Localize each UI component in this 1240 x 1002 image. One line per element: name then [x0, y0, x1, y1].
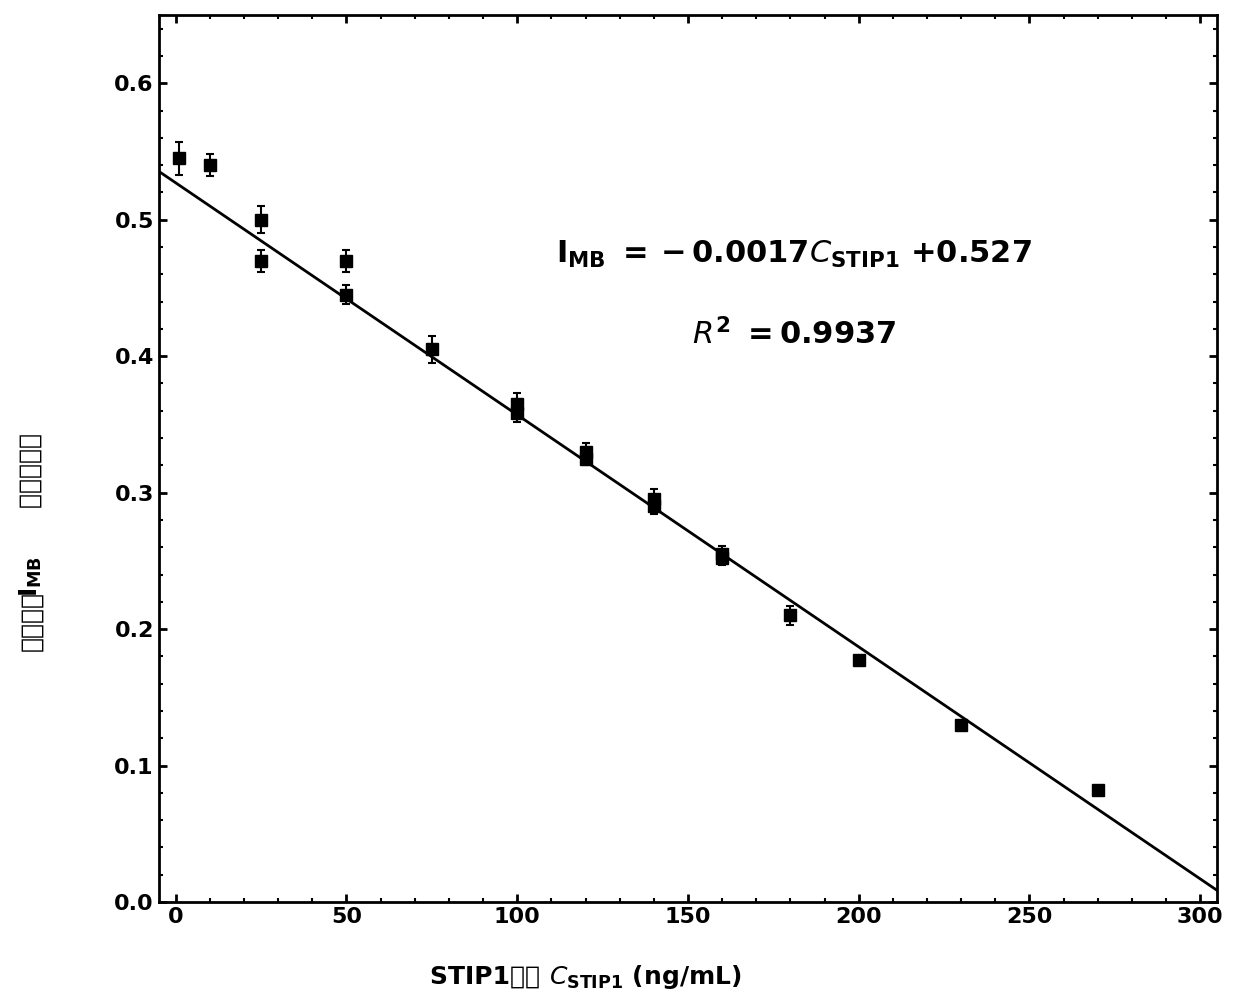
Text: $\mathbf{I_{MB}}$: $\mathbf{I_{MB}}$: [17, 555, 45, 597]
Text: $\mathbf{\mathit{R}^2}$ $\mathbf{= 0.9937}$: $\mathbf{\mathit{R}^2}$ $\mathbf{= 0.993…: [692, 318, 897, 351]
Text: $\mathbf{I_{MB}}$ $\mathbf{= -0.0017}$$\mathbf{\mathit{C}_{STIP1}}$ $\mathbf{+ 0: $\mathbf{I_{MB}}$ $\mathbf{= -0.0017}$$\…: [556, 238, 1032, 271]
Text: STIP1浓度: STIP1浓度: [430, 965, 548, 989]
Text: （微安）: （微安）: [19, 591, 43, 651]
Text: $\mathbf{\mathit{C}_{STIP1}}$ (ng/mL): $\mathbf{\mathit{C}_{STIP1}}$ (ng/mL): [548, 963, 742, 991]
Text: 电流峰强度: 电流峰强度: [19, 424, 43, 508]
